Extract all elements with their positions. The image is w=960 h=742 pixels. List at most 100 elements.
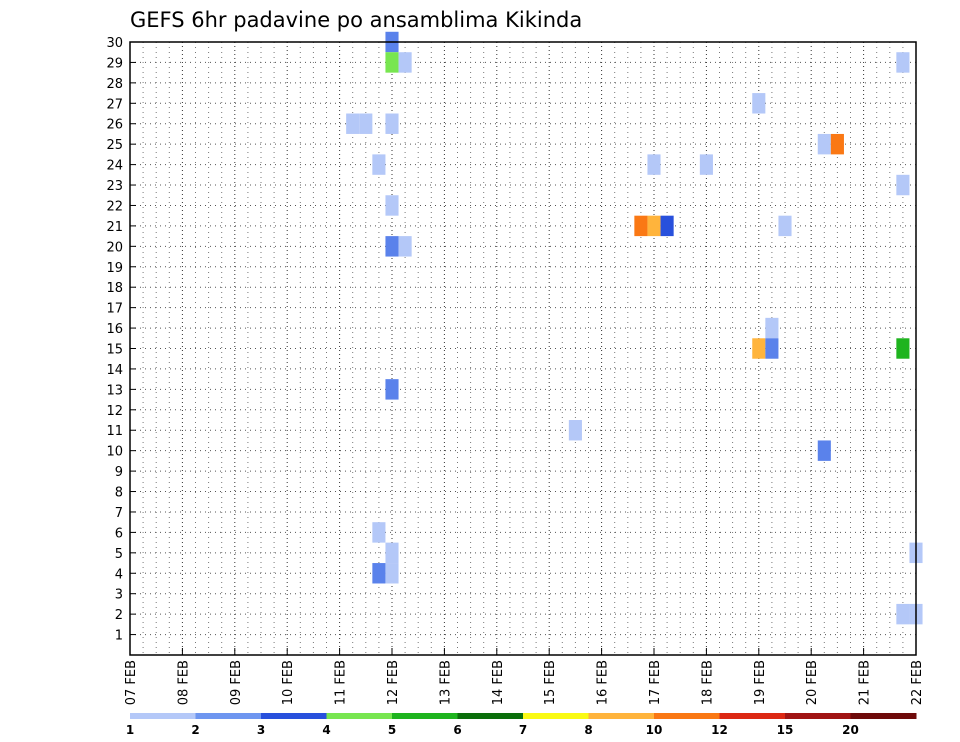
precipitation-cells xyxy=(346,31,923,625)
precip-cell xyxy=(359,113,373,134)
x-tick-label: 22 FEB xyxy=(910,660,925,705)
precip-cell xyxy=(647,154,661,175)
legend-swatch xyxy=(654,713,720,719)
precip-cell xyxy=(385,52,399,73)
legend-label: 8 xyxy=(584,723,592,737)
precip-cell xyxy=(385,113,399,134)
precip-cell xyxy=(896,52,910,73)
y-tick-label: 11 xyxy=(106,424,123,439)
y-tick-label: 29 xyxy=(106,56,123,71)
y-tick-label: 20 xyxy=(106,240,123,255)
precip-cell xyxy=(647,215,661,237)
precip-cell xyxy=(568,420,582,441)
y-tick-label: 17 xyxy=(106,302,123,317)
legend-swatch xyxy=(850,713,917,719)
legend-swatch xyxy=(523,713,589,719)
precip-cell xyxy=(896,338,910,359)
x-tick-label: 21 FEB xyxy=(858,660,873,705)
x-tick-label: 14 FEB xyxy=(491,660,506,705)
precip-cell xyxy=(752,93,766,114)
legend-swatch xyxy=(719,713,786,719)
legend-swatch xyxy=(457,713,524,719)
y-tick-label: 30 xyxy=(106,36,123,51)
precip-cell xyxy=(817,133,831,155)
y-tick-label: 6 xyxy=(115,526,123,541)
y-tick-label: 9 xyxy=(115,465,123,480)
legend-swatch xyxy=(261,713,327,719)
x-tick-label: 16 FEB xyxy=(596,660,611,705)
color-legend: 1 2 3 4 5 6 7 8 10 12 15 20 xyxy=(126,713,917,737)
precip-cell xyxy=(752,338,766,359)
y-tick-label: 1 xyxy=(115,629,123,644)
legend-swatch xyxy=(130,713,196,719)
y-tick-label: 2 xyxy=(115,608,123,623)
x-tick-label: 10 FEB xyxy=(281,660,296,705)
x-tick-label: 19 FEB xyxy=(753,660,768,705)
legend-label: 10 xyxy=(646,723,663,737)
precip-cell xyxy=(896,603,910,625)
y-tick-label: 19 xyxy=(106,261,123,276)
legend-label: 3 xyxy=(257,723,265,737)
legend-swatch xyxy=(195,713,262,719)
x-tick-label: 17 FEB xyxy=(648,660,663,705)
y-tick-label: 4 xyxy=(115,567,123,582)
y-axis-ticks: 1234567891011121314151617181920212223242… xyxy=(106,36,136,644)
precip-cell xyxy=(817,440,831,461)
y-tick-label: 26 xyxy=(106,118,123,133)
y-tick-label: 10 xyxy=(106,445,123,460)
y-tick-label: 3 xyxy=(115,588,123,603)
x-tick-label: 12 FEB xyxy=(386,660,401,705)
y-tick-label: 23 xyxy=(106,179,123,194)
y-tick-label: 18 xyxy=(106,281,123,296)
y-tick-label: 21 xyxy=(106,220,123,235)
x-tick-label: 20 FEB xyxy=(805,660,820,705)
y-tick-label: 27 xyxy=(106,97,123,112)
precip-cell xyxy=(830,133,844,155)
chart-title: GEFS 6hr padavine po ansamblima Kikinda xyxy=(130,8,582,32)
legend-label: 2 xyxy=(191,723,199,737)
x-axis-ticks: 07 FEB 08 FEB 09 FEB 10 FEB 11 FEB 12 FEB 13 F… xyxy=(124,648,925,705)
precip-cell xyxy=(385,379,399,400)
precip-cell xyxy=(765,338,779,359)
x-tick-label: 11 FEB xyxy=(334,660,349,705)
precip-cell xyxy=(372,154,386,175)
y-tick-label: 15 xyxy=(106,343,123,358)
precip-cell xyxy=(346,113,360,134)
y-tick-label: 25 xyxy=(106,138,123,153)
y-tick-label: 14 xyxy=(106,363,123,378)
precip-cell xyxy=(372,522,386,543)
precip-cell xyxy=(385,563,399,584)
x-tick-label: 09 FEB xyxy=(229,660,244,705)
grid-lines xyxy=(130,41,916,655)
x-tick-label: 08 FEB xyxy=(176,660,191,705)
legend-swatch xyxy=(392,713,458,719)
y-tick-label: 8 xyxy=(115,486,123,501)
precip-cell xyxy=(398,52,412,73)
legend-swatch xyxy=(326,713,393,719)
legend-label: 1 xyxy=(126,723,134,737)
y-tick-label: 7 xyxy=(115,506,123,521)
precip-cell xyxy=(385,236,399,257)
precip-cell xyxy=(765,317,779,339)
y-tick-label: 5 xyxy=(115,547,123,562)
legend-swatch xyxy=(785,713,851,719)
precip-cell xyxy=(398,236,412,257)
y-tick-label: 24 xyxy=(106,159,123,174)
legend-label: 4 xyxy=(322,723,330,737)
precip-cell xyxy=(896,174,910,196)
y-tick-label: 28 xyxy=(106,77,123,92)
y-tick-label: 22 xyxy=(106,199,123,214)
legend-label: 7 xyxy=(519,723,527,737)
precip-cell xyxy=(634,215,648,237)
legend-label: 12 xyxy=(711,723,728,737)
x-tick-label: 15 FEB xyxy=(543,660,558,705)
precip-cell xyxy=(660,215,674,237)
y-tick-label: 16 xyxy=(106,322,123,337)
x-tick-label: 07 FEB xyxy=(124,660,139,705)
x-tick-label: 18 FEB xyxy=(700,660,715,705)
y-tick-label: 13 xyxy=(106,383,123,398)
legend-swatch xyxy=(588,713,655,719)
y-tick-label: 12 xyxy=(106,404,123,419)
precip-cell xyxy=(372,563,386,584)
